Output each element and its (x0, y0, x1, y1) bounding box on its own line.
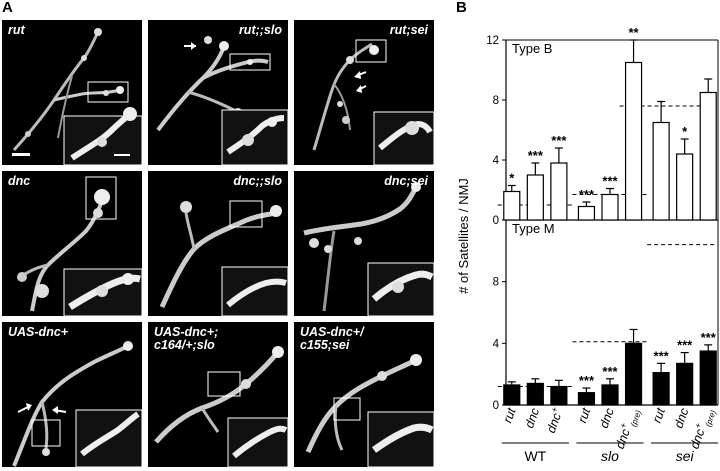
micrograph-rut-slo: rut;;slo (148, 20, 288, 165)
y-tick-label: 12 (486, 35, 499, 47)
micrograph-dnc-sei: dnc;sei (294, 171, 434, 316)
micrograph-label: dnc;;slo (233, 174, 282, 188)
micrograph-label: rut (8, 23, 25, 37)
category-label: dnc (671, 406, 691, 430)
group-label: slo (601, 448, 619, 464)
significance-label: *** (528, 148, 544, 163)
bar (601, 384, 619, 406)
category-label: rut (650, 406, 668, 425)
y-tick-label: 4 (493, 338, 500, 350)
micrograph-dnc: dnc (2, 171, 142, 316)
micrograph-image (312, 39, 434, 165)
panel-title: Type M (512, 221, 555, 236)
micrograph-label: UAS-dnc+/ c155;sei (300, 325, 364, 352)
bar (503, 190, 521, 221)
significance-label: *** (701, 330, 717, 345)
bar (526, 174, 544, 221)
micrograph-label: dnc;sei (384, 174, 428, 188)
micrograph-uas-dnc: UAS-dnc+ (2, 322, 142, 467)
micrograph-label: UAS-dnc+; c164/+;slo (154, 325, 219, 352)
micrograph-label: dnc (8, 174, 31, 188)
significance-label: *** (551, 133, 567, 148)
group-label: sei (676, 448, 695, 464)
category-label: dnc (522, 406, 542, 430)
panel-b-letter: B (456, 0, 467, 16)
micrograph-image (154, 346, 288, 467)
bar (550, 162, 568, 221)
bar (699, 91, 717, 221)
y-tick-label: 0 (493, 215, 499, 227)
y-tick-label: 0 (493, 400, 499, 412)
panel-a-letter: A (2, 0, 13, 16)
bar (676, 153, 694, 221)
micrograph-image (305, 354, 434, 467)
micrograph-label: rut;;slo (238, 23, 282, 37)
micrograph-uas-dnc-slo: UAS-dnc+; c164/+;slo (148, 322, 288, 467)
micrograph-image (17, 176, 142, 316)
category-label: dnc (597, 406, 617, 430)
category-label: rut (500, 406, 518, 425)
micrograph-image (12, 341, 142, 467)
y-axis-label: # of Satellites / NMJ (456, 178, 471, 294)
significance-label: *** (579, 373, 595, 388)
micrograph-label: rut;sei (389, 23, 428, 37)
micrograph-uas-dnc-sei: UAS-dnc+/ c155;sei (294, 322, 434, 467)
significance-label: *** (677, 338, 693, 353)
significance-label: ** (628, 25, 639, 40)
micrograph-image (159, 200, 288, 316)
category-label: rut (575, 406, 593, 425)
significance-label: *** (654, 348, 670, 363)
bar (699, 350, 717, 406)
significance-label: * (509, 171, 515, 186)
bar (676, 362, 694, 406)
micrograph-image (12, 28, 142, 165)
micrograph-rut-sei: rut;sei (294, 20, 434, 165)
significance-label: *** (602, 174, 618, 189)
bar (624, 342, 643, 406)
bar (652, 121, 670, 221)
group-label: WT (524, 448, 546, 464)
micrograph-dnc-slo: dnc;;slo (148, 171, 288, 316)
significance-label: * (682, 124, 688, 139)
micrograph-image (303, 182, 434, 316)
bar (503, 384, 521, 406)
micrograph-label: UAS-dnc+ (8, 325, 69, 339)
significance-label: *** (579, 187, 595, 202)
bar (577, 392, 596, 406)
micrograph-rut: rut (2, 20, 142, 165)
bar (577, 205, 596, 221)
micrograph-image (156, 36, 288, 165)
bar (624, 61, 643, 221)
bar (550, 385, 568, 406)
y-tick-label: 8 (493, 95, 499, 107)
y-tick-label: 8 (493, 277, 499, 289)
y-tick-label: 4 (493, 155, 500, 167)
category-label: dnc+ (542, 406, 566, 435)
panel-title: Type B (512, 41, 552, 56)
significance-label: *** (602, 364, 618, 379)
bar (652, 372, 670, 406)
bar (601, 193, 619, 221)
bar (526, 382, 544, 406)
